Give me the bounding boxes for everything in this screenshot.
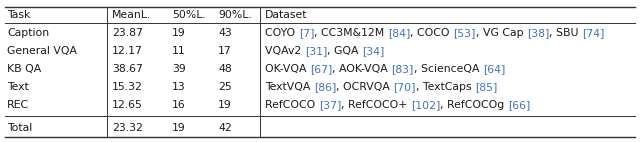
Text: [38]: [38] — [527, 28, 549, 38]
Text: MeanL.: MeanL. — [112, 10, 151, 20]
Text: , CC3M&12M: , CC3M&12M — [314, 28, 388, 38]
Text: 11: 11 — [172, 46, 186, 56]
Text: Caption: Caption — [7, 28, 49, 38]
Text: , TextCaps: , TextCaps — [416, 82, 476, 92]
Text: 19: 19 — [218, 100, 232, 110]
Text: RefCOCO: RefCOCO — [265, 100, 319, 110]
Text: 23.32: 23.32 — [112, 123, 143, 133]
Text: COYO: COYO — [265, 28, 299, 38]
Text: TextVQA: TextVQA — [265, 82, 314, 92]
Text: [31]: [31] — [305, 46, 327, 56]
Text: 90%L.: 90%L. — [218, 10, 252, 20]
Text: [67]: [67] — [310, 64, 332, 74]
Text: 25: 25 — [218, 82, 232, 92]
Text: 12.65: 12.65 — [112, 100, 143, 110]
Text: [70]: [70] — [394, 82, 416, 92]
Text: , SBU: , SBU — [549, 28, 582, 38]
Text: [7]: [7] — [299, 28, 314, 38]
Text: [83]: [83] — [392, 64, 414, 74]
Text: VQAv2: VQAv2 — [265, 46, 305, 56]
Text: [102]: [102] — [411, 100, 440, 110]
Text: KB QA: KB QA — [7, 64, 41, 74]
Text: [85]: [85] — [476, 82, 498, 92]
Text: OK-VQA: OK-VQA — [265, 64, 310, 74]
Text: , VG Cap: , VG Cap — [476, 28, 527, 38]
Text: , RefCOCOg: , RefCOCOg — [440, 100, 508, 110]
Text: [64]: [64] — [483, 64, 506, 74]
Text: [84]: [84] — [388, 28, 410, 38]
Text: Text: Text — [7, 82, 29, 92]
Text: 19: 19 — [172, 123, 186, 133]
Text: General VQA: General VQA — [7, 46, 77, 56]
Text: , ScienceQA: , ScienceQA — [414, 64, 483, 74]
Text: 19: 19 — [172, 28, 186, 38]
Text: 48: 48 — [218, 64, 232, 74]
Text: 12.17: 12.17 — [112, 46, 143, 56]
Text: Dataset: Dataset — [265, 10, 307, 20]
Text: [37]: [37] — [319, 100, 341, 110]
Text: 15.32: 15.32 — [112, 82, 143, 92]
Text: 13: 13 — [172, 82, 186, 92]
Text: 43: 43 — [218, 28, 232, 38]
Text: Total: Total — [7, 123, 32, 133]
Text: 17: 17 — [218, 46, 232, 56]
Text: 23.87: 23.87 — [112, 28, 143, 38]
Text: REC: REC — [7, 100, 29, 110]
Text: , AOK-VQA: , AOK-VQA — [332, 64, 392, 74]
Text: [53]: [53] — [453, 28, 476, 38]
Text: [66]: [66] — [508, 100, 531, 110]
Text: , RefCOCO+: , RefCOCO+ — [341, 100, 411, 110]
Text: 16: 16 — [172, 100, 186, 110]
Text: , GQA: , GQA — [327, 46, 362, 56]
Text: 50%L.: 50%L. — [172, 10, 205, 20]
Text: 39: 39 — [172, 64, 186, 74]
Text: , OCRVQA: , OCRVQA — [336, 82, 394, 92]
Text: [34]: [34] — [362, 46, 385, 56]
Text: [74]: [74] — [582, 28, 605, 38]
Text: 38.67: 38.67 — [112, 64, 143, 74]
Text: 42: 42 — [218, 123, 232, 133]
Text: , COCO: , COCO — [410, 28, 453, 38]
Text: [86]: [86] — [314, 82, 336, 92]
Text: Task: Task — [7, 10, 30, 20]
